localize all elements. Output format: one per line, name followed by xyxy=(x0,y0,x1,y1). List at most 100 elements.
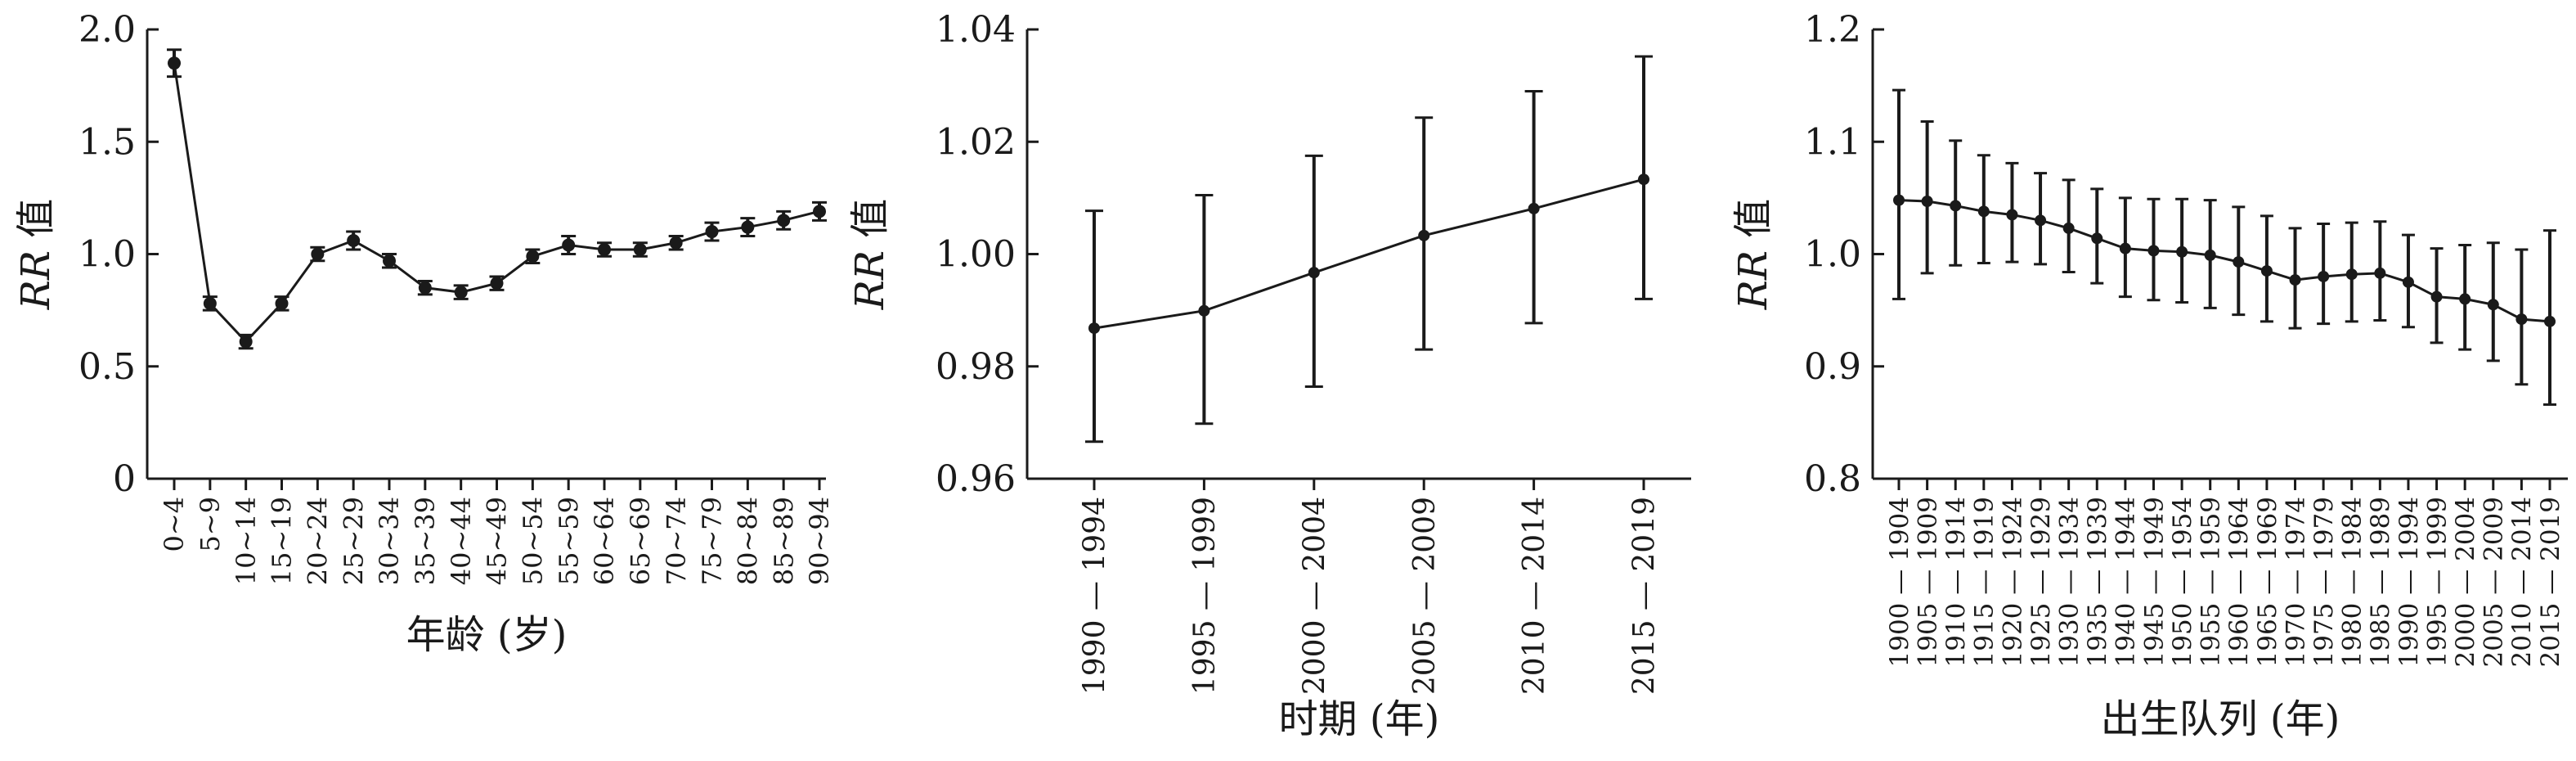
y-tick-label: 1.0 xyxy=(79,234,136,276)
x-tick-label: 2000 — 2004 xyxy=(2451,497,2480,668)
y-axis-title-suffix: 值 xyxy=(1730,199,1776,250)
x-tick-label: 1960 — 1964 xyxy=(2224,497,2254,668)
x-tick-label: 65~69 xyxy=(625,497,656,585)
y-axis-title-italic: RR xyxy=(1730,250,1776,310)
data-point xyxy=(2289,274,2301,286)
data-point xyxy=(2147,245,2160,257)
data-point xyxy=(1977,205,1990,218)
y-axis-title-suffix: 值 xyxy=(847,199,893,250)
series-line xyxy=(1898,199,2551,323)
x-tick-label: 35~39 xyxy=(410,497,441,585)
data-point xyxy=(2515,313,2528,326)
y-tick-label: 0 xyxy=(113,458,136,500)
y-tick-label: 1.1 xyxy=(1804,121,1861,163)
x-tick-label: 1985 — 1989 xyxy=(2366,497,2395,668)
data-point xyxy=(275,296,289,310)
x-tick-label: 2015 — 2019 xyxy=(2536,497,2565,668)
data-point xyxy=(526,250,540,263)
x-tick-label: 2010 — 2014 xyxy=(2507,497,2537,668)
y-tick-label: 0.9 xyxy=(1804,346,1861,388)
y-tick-label: 1.02 xyxy=(936,121,1016,163)
data-point xyxy=(2035,214,2047,227)
data-point xyxy=(1893,194,1905,206)
y-tick-label: 1.5 xyxy=(79,121,136,163)
x-tick-label: 25~29 xyxy=(338,497,369,585)
x-tick-label: 75~79 xyxy=(697,497,728,585)
data-point xyxy=(633,243,647,257)
x-tick-label: 1900 — 1904 xyxy=(1885,497,1914,668)
x-tick-label: 1995 — 1999 xyxy=(1188,497,1222,695)
data-point xyxy=(2487,299,2499,311)
y-tick-label: 1.04 xyxy=(936,9,1016,51)
x-tick-label: 45~49 xyxy=(482,497,513,585)
data-point xyxy=(2176,245,2188,258)
x-tick-label: 1945 — 1949 xyxy=(2139,497,2169,668)
data-point xyxy=(2204,249,2216,261)
x-tick-label: 1920 — 1924 xyxy=(1998,497,2027,668)
x-tick-label: 60~64 xyxy=(589,497,620,585)
x-tick-label: 15~19 xyxy=(267,497,298,585)
x-tick-label: 1980 — 1984 xyxy=(2338,497,2367,668)
y-tick-label: 2.0 xyxy=(79,9,136,51)
data-point xyxy=(311,247,325,261)
x-axis-title: 时期 (年) xyxy=(1279,696,1440,742)
data-point xyxy=(347,234,361,248)
data-point xyxy=(418,281,432,295)
x-tick-label: 1915 — 1919 xyxy=(1970,497,1999,668)
series-line xyxy=(1093,178,1645,330)
data-point xyxy=(2260,265,2273,277)
x-tick-label: 1955 — 1959 xyxy=(2197,497,2226,668)
x-tick-label: 2005 — 2009 xyxy=(1408,497,1442,695)
y-axis-title: RR 值 xyxy=(13,199,59,311)
data-point xyxy=(2091,232,2103,245)
data-point xyxy=(1528,202,1540,214)
data-point xyxy=(1198,304,1210,317)
data-point xyxy=(2233,256,2245,268)
data-point xyxy=(2374,267,2386,279)
y-tick-label: 1.2 xyxy=(1804,9,1861,51)
x-tick-label: 2005 — 2009 xyxy=(2480,497,2509,668)
data-point xyxy=(1088,322,1100,335)
x-tick-label: 1950 — 1954 xyxy=(2168,497,2197,668)
x-tick-label: 5~9 xyxy=(195,497,226,552)
y-axis-title-suffix: 值 xyxy=(13,199,59,250)
series-line xyxy=(173,62,820,344)
y-axis-title: RR 值 xyxy=(847,199,893,311)
x-tick-label: 40~44 xyxy=(446,497,477,585)
data-point xyxy=(1308,267,1320,279)
data-point xyxy=(562,238,576,252)
x-tick-label: 0~4 xyxy=(159,497,190,552)
data-point xyxy=(2544,315,2556,327)
data-point xyxy=(168,56,181,70)
data-point xyxy=(2345,268,2358,281)
x-tick-label: 20~24 xyxy=(303,497,334,585)
data-point xyxy=(239,335,253,349)
x-tick-label: 1970 — 1974 xyxy=(2281,497,2310,668)
y-axis-title: RR 值 xyxy=(1730,199,1776,311)
x-tick-label: 1910 — 1914 xyxy=(1941,497,1971,668)
x-tick-label: 50~54 xyxy=(518,497,549,585)
x-tick-label: 2010 — 2014 xyxy=(1518,497,1551,695)
data-point xyxy=(2402,276,2414,288)
chart-period: 0.96 0.98 1.00 1.02 1.04 RR 值 1990 — 1994 1995 … xyxy=(847,9,1691,742)
x-tick-label: 30~34 xyxy=(374,497,405,585)
x-tick-label: 1990 — 1994 xyxy=(2394,497,2424,668)
x-tick-label: 80~84 xyxy=(733,497,764,585)
y-tick-label: 1.00 xyxy=(936,234,1016,276)
data-point xyxy=(2430,290,2443,303)
y-axis-title-italic: RR xyxy=(847,250,893,310)
data-point xyxy=(1950,200,1962,212)
data-point xyxy=(1418,229,1430,241)
x-axis-title: 出生队列 (年) xyxy=(2101,696,2340,742)
x-tick-label: 2000 — 2004 xyxy=(1298,497,1331,695)
data-point xyxy=(741,220,755,234)
x-axis-title: 年龄 (岁) xyxy=(406,612,568,658)
data-point xyxy=(813,205,826,218)
data-point xyxy=(777,214,791,227)
data-point xyxy=(1638,173,1649,186)
y-axis-title-italic: RR xyxy=(13,250,59,310)
y-tick-label: 0.98 xyxy=(936,346,1016,388)
